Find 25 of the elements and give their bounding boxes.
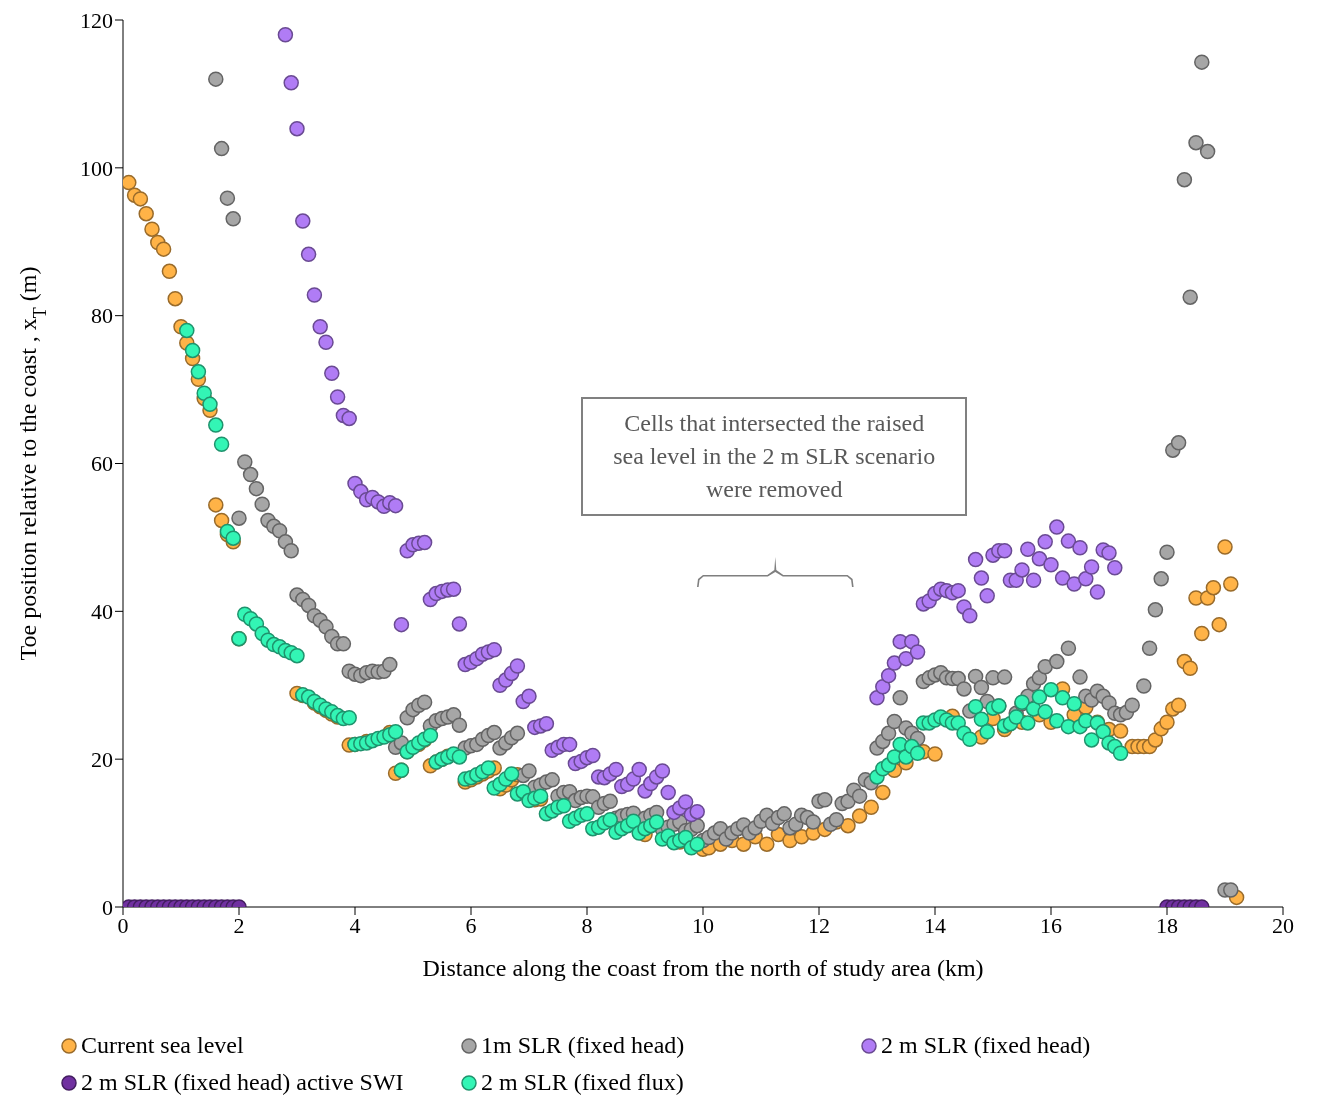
x-tick-label: 18 [1156,912,1178,938]
legend-label: 1m SLR (fixed head) [481,1032,685,1059]
legend-label: Current sea level [81,1032,244,1059]
y-tick-label: 120 [80,7,113,33]
y-tick-label: 100 [80,155,113,181]
x-tick-label: 8 [581,912,593,938]
y-tick-label: 80 [91,303,113,329]
x-tick-label: 2 [233,912,245,938]
annotation: Cells that intersected the raised sea level in the 2 m SLR scenario were removed [581,396,968,516]
x-axis-title: Distance along the coast from the north of study area (km) [422,955,984,981]
y-tick-label: 60 [91,451,113,477]
y-tick-label: 0 [102,894,113,920]
legend-label: 2 m SLR (fixed head) [881,1032,1091,1059]
y-tick-label: 40 [91,599,113,625]
x-tick-label: 0 [117,912,129,938]
x-tick-label: 6 [465,912,477,938]
legend-label: 2 m SLR (fixed head) active SWI [81,1069,404,1096]
x-tick-label: 14 [924,912,946,938]
y-tick-label: 20 [91,746,113,772]
x-tick-label: 20 [1272,912,1294,938]
x-tick-label: 4 [349,912,361,938]
x-tick-label: 12 [808,912,830,938]
x-tick-label: 10 [692,912,714,938]
x-tick-label: 16 [1040,912,1062,938]
legend-label: 2 m SLR (fixed flux) [481,1069,684,1096]
